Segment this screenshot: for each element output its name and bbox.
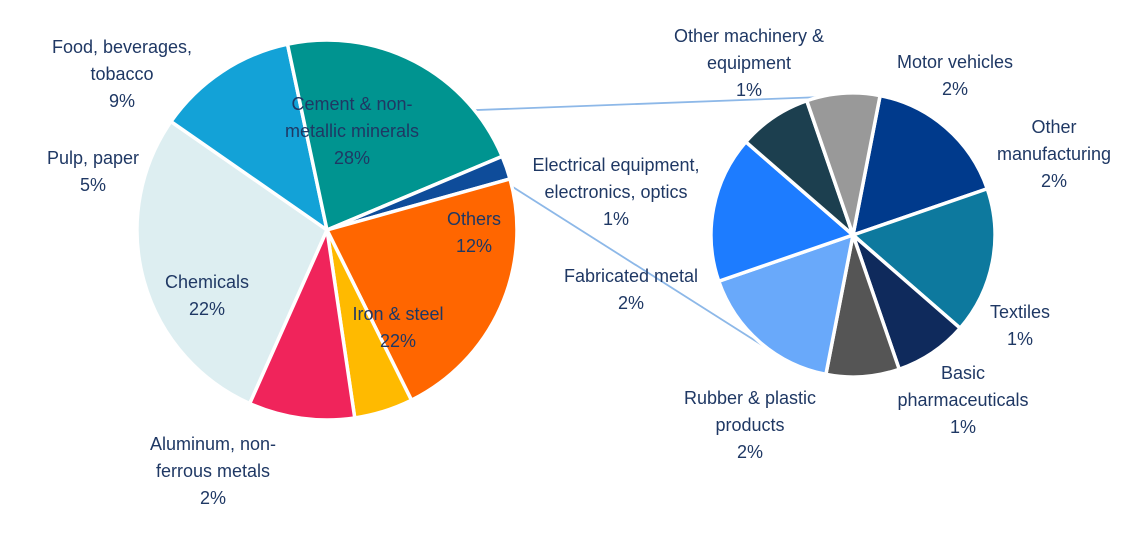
label-percent: 1% (603, 209, 629, 229)
label-line: Other machinery & (674, 26, 824, 46)
label-basic-pharmaceuticals: Basic pharmaceuticals 1% (897, 363, 1028, 437)
slice-others (169, 42, 329, 232)
label-line: Other (1031, 117, 1076, 137)
label-electrical-equipment-electronics-optics: Electrical equipment, electronics, optics… (532, 155, 699, 229)
label-percent: 2% (200, 488, 226, 508)
label-iron-and-steel: Iron & steel 22% (352, 304, 443, 351)
label-textiles: Textiles 1% (990, 302, 1050, 349)
slice-food-beverages-tobacco (247, 228, 357, 422)
label-percent: 2% (942, 79, 968, 99)
main-pie (135, 38, 519, 422)
label-aluminum-non-ferrous-metals: Aluminum, non-ferrous metals 2% (150, 434, 276, 508)
label-line: Motor vehicles (897, 52, 1013, 72)
label-line: manufacturing (997, 144, 1111, 164)
label-percent: 2% (1041, 171, 1067, 191)
label-line: Rubber & plastic (684, 388, 816, 408)
label-line: Basic (941, 363, 985, 383)
slice-other-machinery-and-equipment (805, 91, 882, 237)
label-other-machinery-and-equipment: Other machinery & equipment 1% (674, 26, 824, 100)
label-percent: 1% (950, 417, 976, 437)
label-line: tobacco (90, 64, 153, 84)
label-percent: 1% (1007, 329, 1033, 349)
label-percent: 2% (737, 442, 763, 462)
label-line: Electrical equipment, (532, 155, 699, 175)
label-line: ferrous metals (156, 461, 270, 481)
label-line: Others (447, 209, 501, 229)
label-line: Cement & non- (291, 94, 412, 114)
label-line: Chemicals (165, 272, 249, 292)
slice-chemicals (325, 177, 519, 402)
label-line: Textiles (990, 302, 1050, 322)
slice-fabricated-metal (709, 140, 855, 283)
label-line: Pulp, paper (47, 148, 139, 168)
slice-other-manufacturing (851, 187, 997, 330)
label-percent: 5% (80, 175, 106, 195)
label-percent: 9% (109, 91, 135, 111)
chart-labels: Cement & non-metallic minerals 28% Others 1… (47, 26, 1111, 508)
label-other-manufacturing: Other manufacturing 2% (997, 117, 1111, 191)
label-line: products (715, 415, 784, 435)
label-chemicals: Chemicals 22% (165, 272, 249, 319)
label-line: Food, beverages, (52, 37, 192, 57)
label-fabricated-metal: Fabricated metal 2% (564, 266, 698, 313)
slice-iron-and-steel (285, 38, 504, 232)
label-percent: 1% (736, 80, 762, 100)
label-percent: 12% (456, 236, 492, 256)
label-line: metallic minerals (285, 121, 419, 141)
label-pulp-paper: Pulp, paper 5% (47, 148, 139, 195)
label-percent: 28% (334, 148, 370, 168)
detail-pie (709, 91, 997, 379)
label-cement-and-non-metallic-minerals: Cement & non-metallic minerals 28% (285, 94, 419, 168)
label-line: pharmaceuticals (897, 390, 1028, 410)
label-others: Others 12% (447, 209, 501, 256)
label-percent: 22% (380, 331, 416, 351)
label-rubber-and-plastic-products: Rubber & plastic products 2% (684, 388, 816, 462)
label-line: equipment (707, 53, 791, 73)
label-line: Fabricated metal (564, 266, 698, 286)
label-percent: 22% (189, 299, 225, 319)
label-motor-vehicles: Motor vehicles 2% (897, 52, 1013, 99)
label-line: Aluminum, non- (150, 434, 276, 454)
label-food-beverages-tobacco: Food, beverages, tobacco 9% (52, 37, 192, 111)
label-percent: 2% (618, 293, 644, 313)
label-line: electronics, optics (544, 182, 687, 202)
label-line: Iron & steel (352, 304, 443, 324)
